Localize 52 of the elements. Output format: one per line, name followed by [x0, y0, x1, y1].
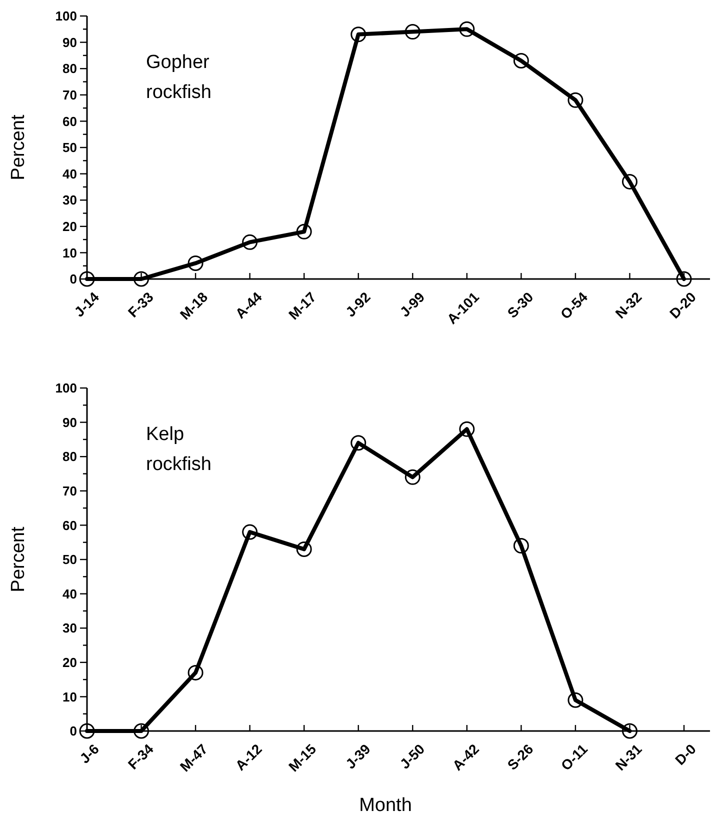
point: [568, 92, 584, 108]
y-tick-label: 80: [62, 61, 77, 76]
point: [188, 255, 204, 271]
y-tick-label: 70: [62, 483, 77, 498]
point: [350, 26, 366, 42]
y-tick-label: 90: [62, 414, 77, 430]
point: [79, 723, 95, 739]
y-tick-label: 100: [55, 380, 77, 396]
point: [459, 21, 475, 37]
y-tick-label: 60: [62, 114, 77, 129]
text: Kelp rockfish: [146, 424, 212, 475]
point: [404, 469, 420, 485]
y-tick-label: 100: [55, 8, 77, 24]
point: [296, 224, 312, 240]
y-tick-label: 50: [62, 140, 77, 156]
point: [79, 271, 95, 287]
y-tick-label: 50: [62, 552, 77, 568]
y-tick-label: 10: [62, 689, 77, 704]
y-tick-label: 10: [62, 245, 77, 260]
point: [676, 271, 692, 287]
y-tick-label: 0: [70, 272, 77, 287]
y-axis-title: Percent: [8, 526, 29, 592]
y-tick-label: 0: [70, 724, 77, 739]
point: [134, 271, 150, 287]
point: [622, 174, 638, 190]
y-tick-label: 30: [62, 620, 77, 636]
x-axis-title: Month: [359, 795, 412, 816]
y-tick-label: 20: [62, 654, 77, 670]
point: [568, 692, 584, 708]
x-tick-label: D-0: [672, 740, 700, 768]
point: [242, 524, 258, 540]
point: [188, 664, 204, 680]
point: [622, 723, 638, 739]
y-axis-title: Percent: [8, 114, 29, 180]
point: [350, 435, 366, 451]
y-tick-label: 20: [62, 218, 77, 234]
point: [459, 421, 475, 437]
point: [404, 24, 420, 40]
point: [134, 723, 150, 739]
y-tick-label: 60: [62, 518, 77, 533]
point: [242, 234, 258, 250]
point: [296, 541, 312, 557]
y-tick-label: 90: [62, 34, 77, 50]
y-tick-label: 40: [62, 586, 77, 602]
y-tick-label: 40: [62, 166, 77, 182]
y-tick-label: 80: [62, 449, 77, 464]
y-tick-label: 30: [62, 192, 77, 208]
point: [513, 538, 529, 554]
y-tick-label: 70: [62, 87, 77, 102]
x-tick-label: J-6: [76, 740, 102, 766]
point: [513, 52, 529, 68]
text: Gopher rockfish: [146, 52, 212, 103]
